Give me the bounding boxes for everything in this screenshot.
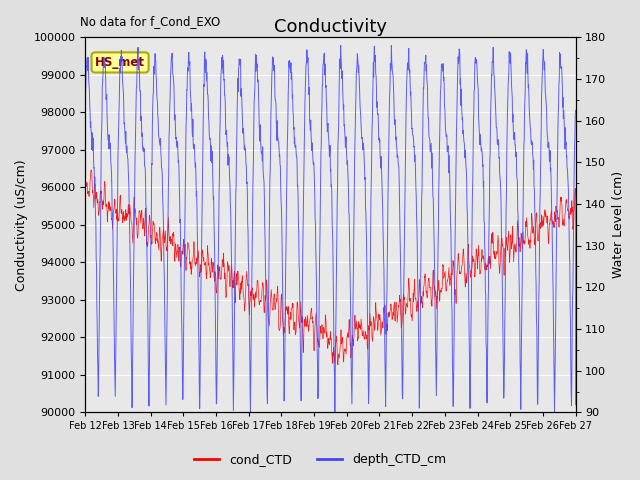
Legend: cond_CTD, depth_CTD_cm: cond_CTD, depth_CTD_cm bbox=[189, 448, 451, 471]
Title: Conductivity: Conductivity bbox=[274, 18, 387, 36]
Text: No data for f_Cond_EXO: No data for f_Cond_EXO bbox=[81, 15, 221, 28]
Y-axis label: Conductivity (uS/cm): Conductivity (uS/cm) bbox=[15, 159, 28, 290]
Text: HS_met: HS_met bbox=[95, 56, 145, 69]
Y-axis label: Water Level (cm): Water Level (cm) bbox=[612, 171, 625, 278]
